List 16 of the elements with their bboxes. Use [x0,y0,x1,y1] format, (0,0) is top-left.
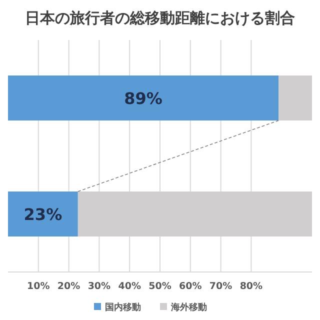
legend-label: 海外移動 [170,302,207,313]
legend-label: 国内移動 [105,302,141,313]
x-tick-label: 80% [240,281,264,292]
chart-title: 日本の旅行者の総移動距離における割合 [25,9,295,27]
x-tick-label: 20% [57,281,81,292]
x-tick-label: 70% [209,281,233,292]
data-label: 89% [124,89,162,108]
x-tick-label: 30% [88,281,112,292]
bar [278,76,312,120]
bar [8,76,279,120]
x-tick-label: 60% [179,281,202,292]
data-label: 23% [24,205,62,224]
bar [8,192,78,236]
x-tick-label: 10% [27,281,50,292]
x-tick-label: 50% [148,281,172,292]
x-tick-label: 40% [118,281,142,292]
